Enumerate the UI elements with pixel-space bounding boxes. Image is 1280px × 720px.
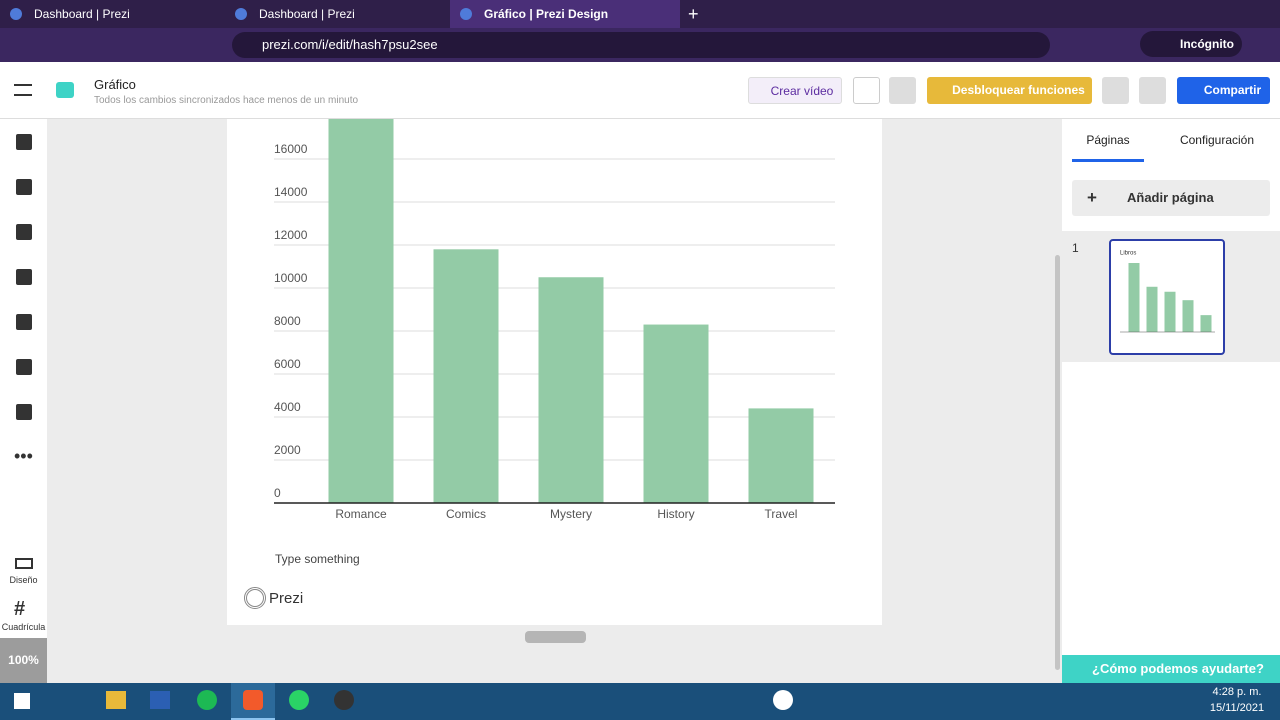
tab-active[interactable]: Gráfico | Prezi Design <box>450 0 680 28</box>
obs-icon[interactable] <box>334 690 354 710</box>
map-tool[interactable] <box>16 224 32 240</box>
doc-title: Gráfico <box>94 77 136 92</box>
address-bar[interactable] <box>232 32 1050 58</box>
left-sidebar <box>0 119 47 683</box>
x-tick-label: Comics <box>446 507 486 521</box>
x-tick-label: Romance <box>335 507 387 521</box>
y-tick-label: 12000 <box>274 228 308 242</box>
word-icon[interactable] <box>150 691 170 709</box>
chart: 0 2000 4000 6000 8000 10000 12000 14000 16000 Rom… <box>274 119 835 521</box>
y-tick-label: 6000 <box>274 357 301 371</box>
sync-status: Todos los cambios sincronizados hace men… <box>94 95 359 106</box>
url: prezi.com/i/edit/hash7psu2see <box>262 37 438 52</box>
thumbnail-chart: Libros <box>1120 251 1215 333</box>
bar <box>1128 263 1140 332</box>
slide: 0 2000 4000 6000 8000 10000 12000 14000 16000 Rom… <box>227 119 882 625</box>
x-tick-label: Travel <box>765 507 798 521</box>
stack-tool[interactable] <box>16 404 32 420</box>
start-button[interactable] <box>14 693 30 709</box>
menu-icon[interactable] <box>14 84 32 96</box>
comments[interactable] <box>1102 77 1129 104</box>
y-tick-label: 8000 <box>274 314 301 328</box>
bar <box>538 277 604 503</box>
text-box[interactable]: Type something <box>275 552 360 566</box>
grid-label[interactable]: Cuadrícula <box>1 622 46 632</box>
more-tools[interactable]: ••• <box>14 446 33 466</box>
scrollbar[interactable] <box>1055 255 1060 670</box>
zoom[interactable]: 100% <box>0 638 47 683</box>
thumbnail-title: Libros <box>1120 251 1136 257</box>
add-page-button[interactable] <box>1072 180 1270 216</box>
y-tick-label: 10000 <box>274 271 308 285</box>
incognito[interactable]: Incógnito <box>1140 31 1242 57</box>
design-label[interactable]: Diseño <box>9 575 38 585</box>
share[interactable]: Compartir <box>1177 77 1270 104</box>
plus-icon: + <box>1087 188 1097 207</box>
new-tab[interactable]: + <box>688 4 699 24</box>
prezi-logo: Prezi <box>269 590 304 607</box>
clock-date: 15/11/2021 <box>1209 702 1265 714</box>
x-tick-label: Mystery <box>550 507 592 521</box>
clock-time: 4:28 p. m. <box>1212 686 1262 698</box>
whatsapp-icon[interactable] <box>289 690 309 710</box>
x-tick-label: History <box>657 507 694 521</box>
resize-handle[interactable] <box>525 631 586 643</box>
prezi-logo-icon <box>244 587 266 609</box>
fullscreen[interactable] <box>853 77 880 104</box>
design-icon[interactable] <box>15 558 33 569</box>
spotify-icon[interactable] <box>197 690 217 710</box>
y-tick-label: 2000 <box>274 443 301 457</box>
add-page-label[interactable]: Añadir página <box>1127 190 1214 205</box>
image-tool[interactable] <box>16 269 32 285</box>
app-icon <box>56 82 74 98</box>
tab[interactable]: Dashboard | Prezi <box>225 0 450 28</box>
explorer-icon[interactable] <box>106 691 126 709</box>
collaborators[interactable] <box>889 77 916 104</box>
unlock-features[interactable]: Desbloquear funciones <box>927 77 1092 104</box>
help-button[interactable]: ¿Cómo podemos ayudarte? <box>1062 655 1280 683</box>
help-tray-icon[interactable] <box>773 690 793 710</box>
bar <box>1146 286 1158 332</box>
y-tick-label: 14000 <box>274 185 308 199</box>
bar <box>1164 291 1176 332</box>
y-tick-label: 0 <box>274 486 281 500</box>
bar <box>643 324 709 503</box>
layers-tool[interactable] <box>16 314 32 330</box>
shapes-tool[interactable] <box>16 359 32 375</box>
page-thumbnail[interactable]: Libros <box>1109 239 1225 355</box>
bar <box>433 249 499 503</box>
chart-tool[interactable] <box>16 179 32 195</box>
settings-tab[interactable]: Configuración <box>1179 133 1255 147</box>
page-number: 1 <box>1072 241 1079 255</box>
download[interactable] <box>1139 77 1166 104</box>
create-video[interactable]: Crear vídeo <box>748 77 842 104</box>
y-tick-label: 16000 <box>274 142 308 156</box>
tab[interactable]: Dashboard | Prezi <box>0 0 225 28</box>
bar <box>1200 315 1212 332</box>
pages-tab[interactable]: Páginas <box>1072 133 1144 162</box>
y-tick-label: 4000 <box>274 400 301 414</box>
text-tool[interactable] <box>16 134 32 150</box>
brave-icon <box>243 690 263 710</box>
bar <box>1182 300 1194 332</box>
grid-icon[interactable]: # <box>14 598 26 620</box>
bar <box>328 119 394 503</box>
taskbar <box>0 683 1280 720</box>
bar <box>748 408 814 503</box>
